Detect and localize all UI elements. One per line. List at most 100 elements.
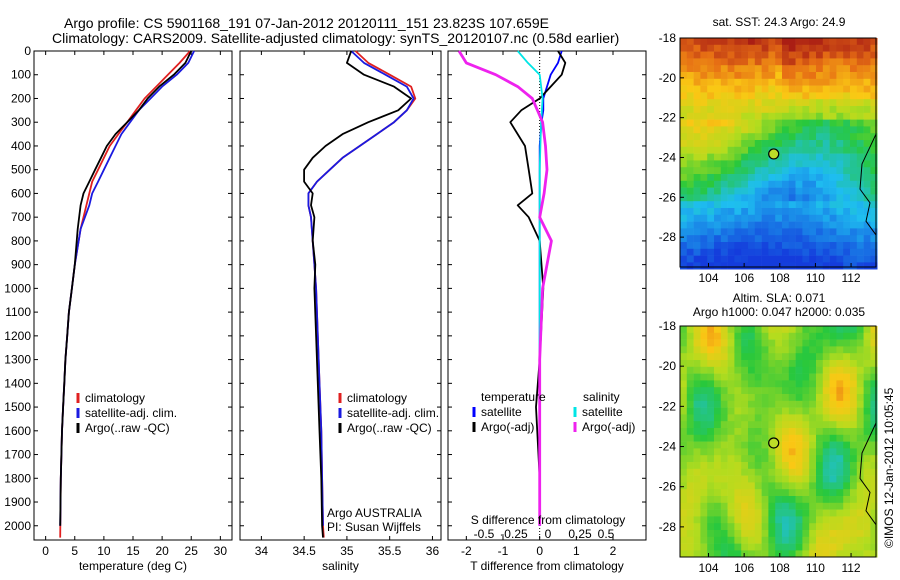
heatmap-cell — [782, 174, 790, 182]
heatmap-cell — [843, 51, 851, 59]
heatmap-cell — [714, 214, 722, 222]
heatmap-cell — [686, 58, 694, 66]
heatmap-cell — [816, 496, 824, 504]
heatmap-cell — [816, 146, 824, 154]
heatmap-cell — [693, 502, 701, 510]
heatmap-cell — [686, 366, 694, 374]
heatmap-cell — [686, 373, 694, 381]
heatmap-cell — [788, 536, 796, 544]
heatmap-cell — [829, 523, 837, 531]
heatmap-cell — [836, 414, 844, 422]
heatmap-cell — [850, 208, 858, 216]
heatmap-cell — [680, 468, 688, 476]
y-tick-label: 1000 — [4, 281, 31, 295]
heatmap-cell — [775, 394, 783, 402]
heatmap-cell — [686, 353, 694, 361]
heatmap-cell — [686, 400, 694, 408]
heatmap-cell — [754, 85, 762, 93]
heatmap-cell — [795, 146, 803, 154]
heatmap-cell — [782, 441, 790, 449]
heatmap-cell — [775, 387, 783, 395]
heatmap-cell — [741, 489, 749, 497]
heatmap-cell — [870, 262, 878, 270]
heatmap-cell — [734, 65, 742, 73]
heatmap-cell — [816, 441, 824, 449]
heatmap-cell — [768, 112, 776, 120]
x-tick-label: 5 — [71, 544, 78, 558]
heatmap-cell — [700, 468, 708, 476]
heatmap-cell — [720, 421, 728, 429]
heatmap-cell — [700, 58, 708, 66]
heatmap-cell — [700, 65, 708, 73]
heatmap-cell — [843, 92, 851, 100]
heatmap-cell — [754, 326, 762, 334]
heatmap-cell — [693, 65, 701, 73]
map-frame — [679, 37, 877, 268]
heatmap-cell — [843, 428, 851, 436]
heatmap-cell — [748, 133, 756, 141]
heatmap-cell — [720, 248, 728, 256]
heatmap-cell — [693, 475, 701, 483]
heatmap-cell — [809, 194, 817, 202]
heatmap-cell — [870, 407, 878, 415]
heatmap-cell — [775, 140, 783, 148]
heatmap-cell — [693, 366, 701, 374]
heatmap-cell — [700, 235, 708, 243]
heatmap-cell — [816, 106, 824, 114]
heatmap-cell — [829, 85, 837, 93]
heatmap-cell — [720, 99, 728, 107]
heatmap-cell — [870, 255, 878, 263]
heatmap-cell — [802, 462, 810, 470]
heatmap-cell — [822, 502, 830, 510]
heatmap-cell — [829, 38, 837, 46]
heatmap-cell — [686, 441, 694, 449]
heatmap-cell — [720, 228, 728, 236]
heatmap-cell — [836, 72, 844, 80]
y-tick-label: 100 — [11, 68, 31, 82]
heatmap-cell — [809, 400, 817, 408]
heatmap-cell — [707, 167, 715, 175]
heatmap-cell — [700, 201, 708, 209]
heatmap-cell — [707, 475, 715, 483]
heatmap-cell — [870, 516, 878, 524]
heatmap-cell — [748, 489, 756, 497]
heatmap-cell — [782, 462, 790, 470]
heatmap-cell — [680, 421, 688, 429]
heatmap-cell — [822, 262, 830, 270]
heatmap-cell — [693, 92, 701, 100]
heatmap-cell — [748, 106, 756, 114]
heatmap-cell — [795, 407, 803, 415]
heatmap-cell — [734, 214, 742, 222]
heatmap-cell — [782, 455, 790, 463]
y-tick-label: 1600 — [4, 424, 31, 438]
heatmap-cell — [802, 242, 810, 250]
heatmap-cell — [754, 72, 762, 80]
heatmap-cell — [768, 523, 776, 531]
heatmap-cell — [850, 140, 858, 148]
heatmap-cell — [788, 221, 796, 229]
heatmap-cell — [809, 44, 817, 52]
heatmap-cell — [782, 543, 790, 551]
heatmap-cell — [693, 468, 701, 476]
heatmap-cell — [775, 208, 783, 216]
heatmap-cell — [816, 167, 824, 175]
heatmap-cell — [850, 228, 858, 236]
heatmap-cell — [829, 373, 837, 381]
heatmap-cell — [700, 187, 708, 195]
heatmap-cell — [741, 228, 749, 236]
heatmap-cell — [843, 332, 851, 340]
heatmap-cell — [686, 248, 694, 256]
heatmap-cell — [809, 428, 817, 436]
heatmap-cell — [768, 502, 776, 510]
heatmap-cell — [768, 133, 776, 141]
heatmap-cell — [754, 509, 762, 517]
heatmap-cell — [809, 346, 817, 354]
heatmap-cell — [863, 407, 871, 415]
heatmap-cell — [748, 208, 756, 216]
heatmap-cell — [795, 400, 803, 408]
heatmap-cell — [775, 414, 783, 422]
heatmap-cell — [809, 235, 817, 243]
heatmap-cell — [775, 448, 783, 456]
heatmap-cell — [802, 180, 810, 188]
heatmap-cell — [720, 78, 728, 86]
